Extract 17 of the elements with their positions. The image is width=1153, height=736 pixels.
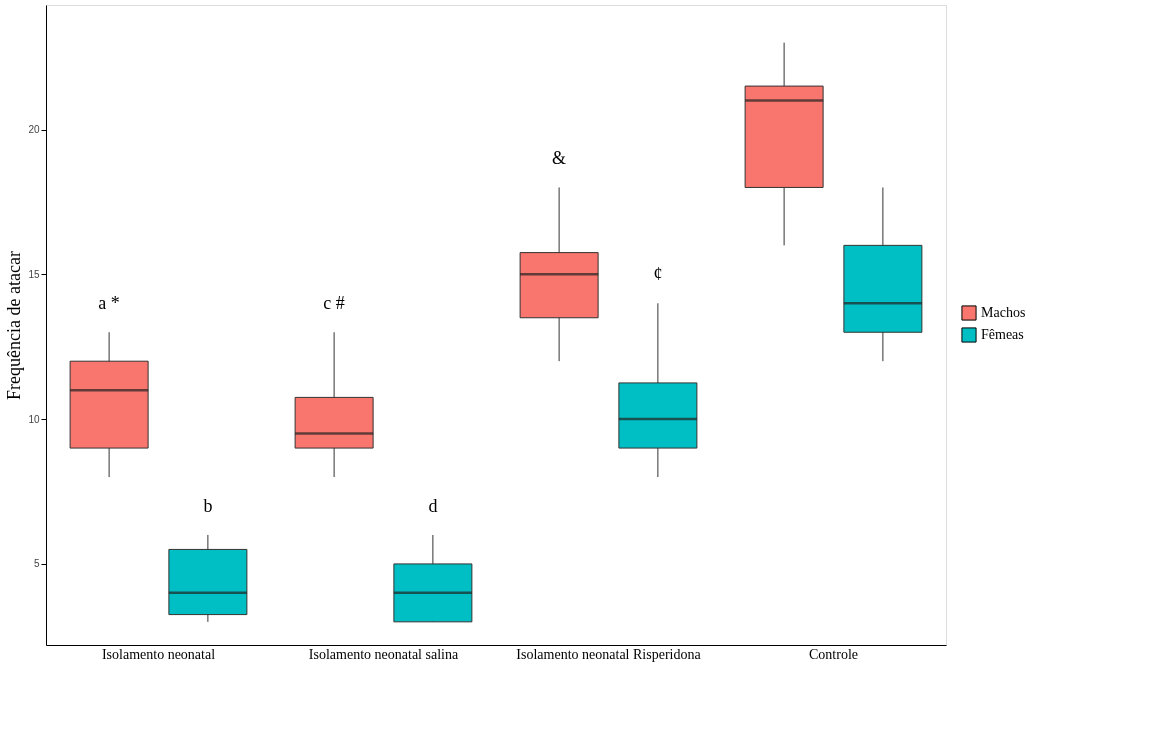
- annotation: ¢: [653, 264, 663, 285]
- annotation: b: [203, 495, 213, 516]
- y-tick-label: 5: [33, 558, 40, 570]
- legend-label: Fêmeas: [981, 327, 1024, 342]
- y-tick-label: 15: [28, 268, 40, 280]
- annotation: c #: [323, 293, 345, 314]
- x-tick-label: Isolamento neonatal Risperidona: [516, 646, 702, 662]
- x-tick-label: Isolamento neonatal salina: [308, 646, 459, 662]
- legend-label: Machos: [981, 305, 1026, 320]
- x-tick-label: Isolamento neonatal: [101, 646, 216, 662]
- x-tick-label: Controle: [809, 646, 858, 662]
- annotation: d: [428, 495, 438, 516]
- annotation: &: [552, 148, 567, 169]
- y-tick-label: 20: [28, 124, 40, 136]
- y-tick-label: 10: [28, 413, 40, 425]
- annotation: a *: [98, 293, 120, 314]
- y-axis-title: Frequência de atacar: [4, 251, 25, 400]
